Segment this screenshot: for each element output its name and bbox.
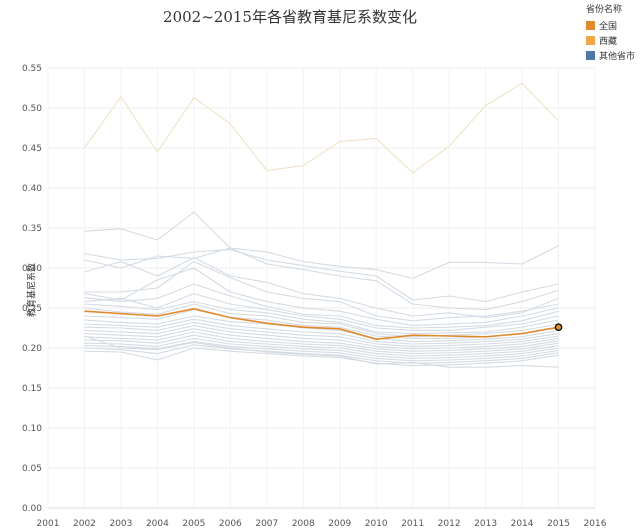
- x-tick-label: 2010: [365, 519, 388, 529]
- series-line-province[interactable]: [84, 249, 559, 303]
- series-line-province[interactable]: [84, 344, 559, 364]
- x-tick-label: 2009: [328, 519, 351, 529]
- y-tick-label: 0.00: [22, 504, 42, 514]
- series-line-province[interactable]: [84, 247, 559, 311]
- y-tick-label: 0.15: [22, 384, 42, 394]
- series-line-province[interactable]: [84, 341, 559, 362]
- legend-swatch: [586, 51, 595, 60]
- x-tick-label: 2014: [511, 519, 534, 529]
- y-tick-label: 0.10: [22, 424, 42, 434]
- x-tick-label: 2013: [474, 519, 497, 529]
- series-line-province[interactable]: [84, 337, 559, 359]
- series-line-province[interactable]: [84, 334, 559, 357]
- x-tick-label: 2016: [584, 519, 607, 529]
- y-tick-label: 0.25: [22, 304, 42, 314]
- legend-swatch: [586, 36, 595, 45]
- legend-label: 其他省市: [599, 52, 636, 62]
- x-tick-label: 2015: [547, 519, 570, 529]
- series-line-province[interactable]: [84, 283, 559, 329]
- x-tick-label: 2005: [182, 519, 205, 529]
- grid: [47, 67, 596, 509]
- series-markers: [554, 323, 563, 332]
- x-tick-label: 2004: [146, 519, 169, 529]
- chart-title: 2002~2015年各省教育基尼系数变化: [163, 8, 417, 26]
- y-tick-label: 0.20: [22, 344, 42, 354]
- x-tick-label: 2008: [292, 519, 315, 529]
- legend-label: 全国: [599, 22, 618, 32]
- series-line-province[interactable]: [84, 301, 559, 335]
- series-line-province[interactable]: [84, 325, 559, 350]
- x-axis-ticks: 2001 2002 2003 2004 2005 2006 2007 2008 2009 2010…: [37, 519, 607, 529]
- series-line-province[interactable]: [84, 318, 559, 345]
- series-line-province[interactable]: [84, 335, 559, 368]
- legend: 省份名称 全国 西藏 其他省市: [586, 2, 635, 63]
- series-line-province[interactable]: [84, 315, 559, 343]
- legend-item-national[interactable]: 全国: [586, 18, 635, 33]
- y-tick-label: 0.05: [22, 464, 42, 474]
- series-line-province[interactable]: [84, 328, 559, 352]
- y-tick-label: 0.35: [22, 224, 42, 234]
- series-line-province[interactable]: [84, 321, 559, 347]
- x-tick-label: 2011: [401, 519, 424, 529]
- series-line-province[interactable]: [84, 267, 559, 327]
- series-lines: [84, 82, 559, 368]
- y-tick-label: 0.45: [22, 144, 42, 154]
- series-line-province[interactable]: [84, 293, 559, 331]
- legend-label: 西藏: [599, 37, 618, 47]
- legend-item-tibet[interactable]: 西藏: [586, 33, 635, 48]
- y-tick-label: 0.55: [22, 64, 42, 74]
- x-tick-label: 2003: [109, 519, 132, 529]
- series-line-province[interactable]: [84, 211, 559, 279]
- x-tick-label: 2006: [219, 519, 242, 529]
- legend-title: 省份名称: [586, 5, 623, 15]
- series-line-national[interactable]: [84, 307, 559, 341]
- series-end-marker[interactable]: [554, 323, 563, 332]
- series-line-province[interactable]: [84, 261, 559, 322]
- y-axis-ticks: 0.00 0.05 0.10 0.15 0.20 0.25 0.30 0.35 0.40 0.45…: [22, 64, 42, 514]
- series-line-province[interactable]: [84, 303, 559, 338]
- series-line-province[interactable]: [84, 257, 559, 319]
- x-tick-label: 2007: [255, 519, 278, 529]
- x-tick-label: 2002: [73, 519, 96, 529]
- series-line-province[interactable]: [84, 331, 559, 355]
- y-tick-label: 0.40: [22, 184, 42, 194]
- series-line-tibet[interactable]: [84, 82, 559, 174]
- x-tick-label: 2001: [37, 519, 60, 529]
- series-line-province[interactable]: [84, 347, 559, 367]
- legend-item-other[interactable]: 其他省市: [586, 48, 635, 63]
- y-tick-label: 0.30: [22, 264, 42, 274]
- y-tick-label: 0.50: [22, 104, 42, 114]
- legend-swatch: [586, 21, 595, 30]
- x-tick-label: 2012: [438, 519, 461, 529]
